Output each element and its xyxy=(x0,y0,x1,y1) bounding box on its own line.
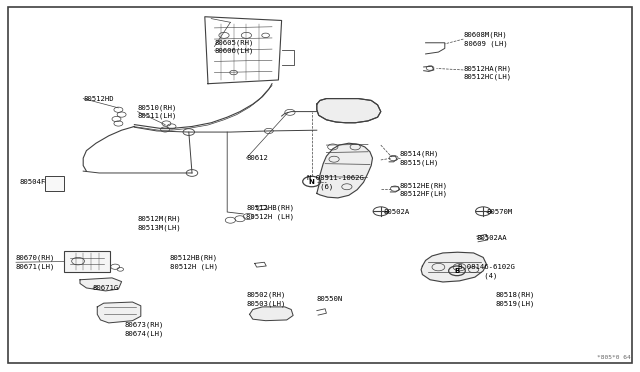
Text: 80512HA(RH)
80512HC(LH): 80512HA(RH) 80512HC(LH) xyxy=(464,65,512,80)
Text: 80670(RH)
80671(LH): 80670(RH) 80671(LH) xyxy=(16,255,56,270)
Text: 80671G: 80671G xyxy=(93,285,119,291)
Text: 80502AA: 80502AA xyxy=(477,235,508,241)
Bar xyxy=(64,251,110,272)
Polygon shape xyxy=(250,307,293,321)
Text: 80510(RH)
80511(LH): 80510(RH) 80511(LH) xyxy=(138,104,177,119)
Polygon shape xyxy=(317,143,372,198)
Polygon shape xyxy=(317,99,381,123)
Text: 80518(RH)
80519(LH): 80518(RH) 80519(LH) xyxy=(496,292,536,307)
Text: 80512M(RH)
80513M(LH): 80512M(RH) 80513M(LH) xyxy=(138,216,181,231)
Text: N 08911-1062G
   (6): N 08911-1062G (6) xyxy=(307,175,364,189)
Text: 80570M: 80570M xyxy=(486,209,513,215)
Text: 80514(RH)
80515(LH): 80514(RH) 80515(LH) xyxy=(400,151,440,166)
Text: 80512HB(RH)
80512H (LH): 80512HB(RH) 80512H (LH) xyxy=(170,255,218,270)
Text: 80512HD: 80512HD xyxy=(83,96,114,102)
Text: 80608M(RH)
80609 (LH): 80608M(RH) 80609 (LH) xyxy=(464,32,508,46)
Text: 80605(RH)
80606(LH): 80605(RH) 80606(LH) xyxy=(214,39,254,54)
Text: 80673(RH)
80674(LH): 80673(RH) 80674(LH) xyxy=(125,322,164,337)
Text: 80502A: 80502A xyxy=(384,209,410,215)
Text: 80512HE(RH)
80512HF(LH): 80512HE(RH) 80512HF(LH) xyxy=(400,182,448,197)
Text: 80550N: 80550N xyxy=(317,296,343,302)
Text: 80612: 80612 xyxy=(246,155,268,161)
Text: B 08146-6102G
      (4): B 08146-6102G (4) xyxy=(458,264,515,279)
Text: 80502(RH)
80503(LH): 80502(RH) 80503(LH) xyxy=(246,292,286,307)
Polygon shape xyxy=(97,302,141,323)
Text: B: B xyxy=(454,268,460,274)
FancyBboxPatch shape xyxy=(45,176,64,191)
Text: 80512HB(RH)
80512H (LH): 80512HB(RH) 80512H (LH) xyxy=(246,205,294,219)
Text: *805*0 64: *805*0 64 xyxy=(596,355,630,360)
Polygon shape xyxy=(421,252,486,282)
Polygon shape xyxy=(80,278,122,291)
Text: N: N xyxy=(308,179,315,185)
Text: 80504F: 80504F xyxy=(19,179,45,185)
